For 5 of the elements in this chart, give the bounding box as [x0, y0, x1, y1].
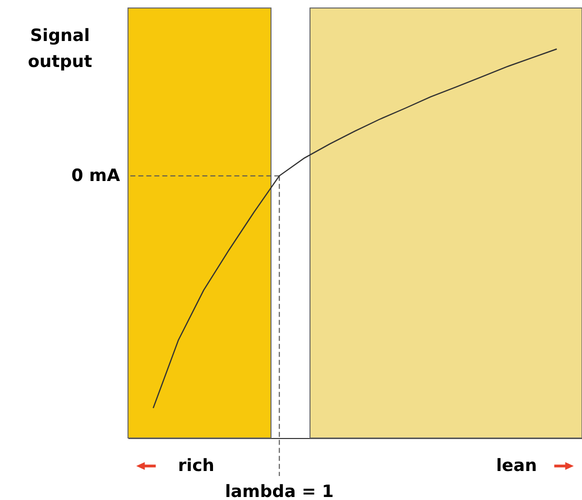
text: lean — [496, 456, 537, 476]
y-axis-title: Signal output — [28, 26, 92, 72]
ref-line-label: 0 mA — [71, 166, 121, 186]
text: lambda = 1 — [224, 482, 334, 500]
text: rich — [178, 456, 214, 476]
